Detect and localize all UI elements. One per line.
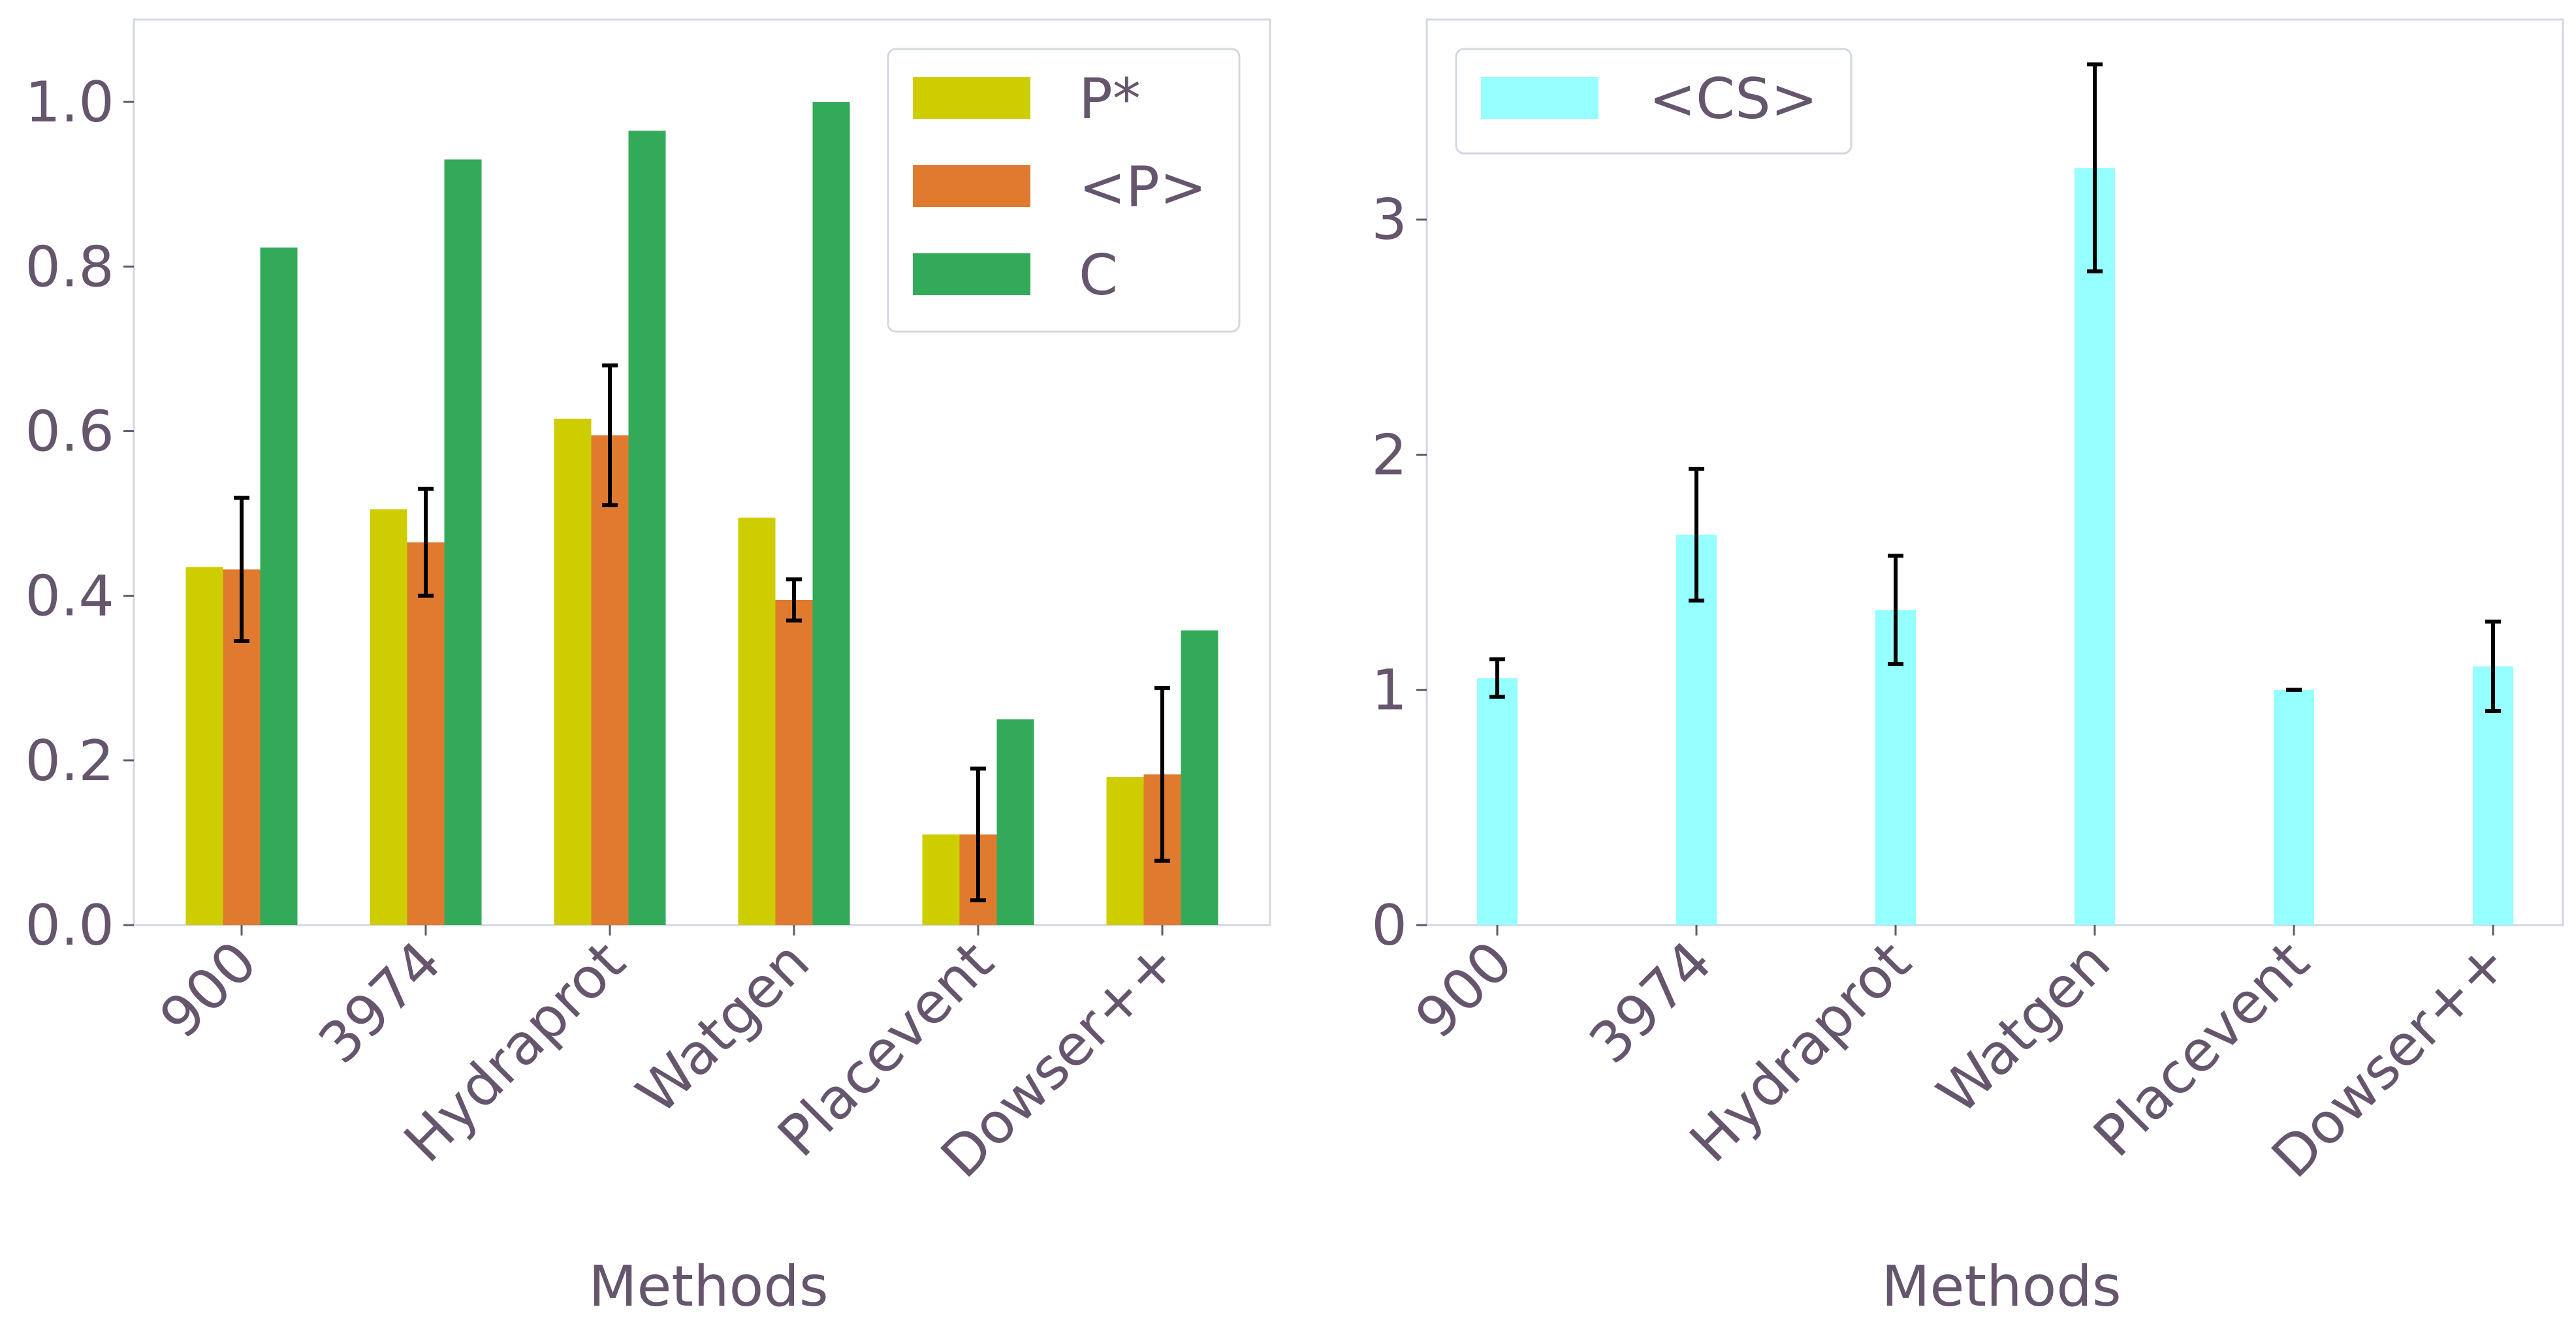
- left-legend-label-p: <P>: [1079, 155, 1207, 220]
- left-legend-label-p: P*: [1079, 67, 1141, 132]
- left-x-tick-label: 900: [148, 929, 270, 1051]
- left-legend: P* <P> C: [887, 48, 1241, 333]
- left-x-axis-label: Methods: [588, 1254, 828, 1319]
- right-y-tick-label: 3: [1371, 187, 1407, 253]
- right-bars: [1477, 167, 2513, 925]
- left-bar-c-dowser: [1181, 630, 1218, 925]
- left-error-bar-hydraprot: [602, 363, 618, 507]
- right-bar-cs-placevent: [2274, 689, 2314, 925]
- right-x-tick-label: Watgen: [1925, 929, 2123, 1127]
- left-bar-p-hydraprot: [591, 435, 629, 925]
- right-legend: <CS>: [1455, 48, 1852, 155]
- left-error-bars: [234, 363, 1170, 903]
- right-legend-swatch-cs: [1481, 77, 1598, 119]
- left-error-bar-watgen: [786, 577, 802, 623]
- left-y-tick-label: 0.8: [25, 234, 114, 300]
- left-bar-c-hydraprot: [628, 131, 666, 925]
- left-legend-swatch-p: [913, 165, 1030, 207]
- left-legend-swatch-p: [913, 77, 1030, 119]
- right-error-bar-watgen: [2087, 62, 2103, 274]
- left-bar-c-900: [260, 247, 298, 925]
- left-y-tick-label: 0.2: [25, 729, 114, 794]
- left-bar-c-3974: [444, 159, 482, 926]
- right-y-tick-label: 0: [1371, 893, 1407, 958]
- right-y-tick-label: 1: [1371, 658, 1407, 723]
- left-y-tick-label: 0.0: [25, 893, 114, 958]
- left-y-ticks: 0.0 0.2 0.4 0.6 0.8 1.0: [25, 70, 134, 958]
- left-error-bar-3974: [418, 486, 434, 598]
- left-y-tick-label: 0.6: [25, 399, 114, 464]
- left-bar-p-3974: [370, 509, 407, 925]
- left-x-tick-label: 3974: [306, 929, 453, 1076]
- right-error-bar-3974: [1689, 467, 1704, 603]
- left-error-bar-900: [234, 495, 249, 643]
- right-axes-frame: [1425, 18, 2564, 926]
- right-x-tick-label: 900: [1403, 929, 1525, 1051]
- left-y-tick-label: 1.0: [25, 70, 114, 135]
- left-bar-p-watgen: [775, 599, 813, 925]
- left-bars: [185, 102, 1218, 926]
- left-error-bar-placevent: [970, 766, 986, 903]
- left-bar-c-placevent: [996, 719, 1034, 925]
- left-bar-p-900: [185, 567, 223, 925]
- left-bar-p-3974: [407, 542, 445, 925]
- right-error-bar-900: [1489, 657, 1505, 699]
- left-error-bar-dowser: [1154, 685, 1170, 863]
- right-y-tick-label: 2: [1371, 422, 1407, 488]
- right-y-ticks: 0 1 2 3: [1371, 187, 1427, 958]
- left-axes-frame: [133, 18, 1271, 926]
- right-legend-box: [1455, 48, 1852, 155]
- left-y-tick-label: 0.4: [25, 564, 114, 629]
- right-legend-label-cs: <CS>: [1649, 67, 1818, 132]
- left-bar-c-watgen: [812, 102, 850, 925]
- left-bar-p-dowser: [1106, 777, 1144, 925]
- left-bar-p-hydraprot: [554, 418, 592, 925]
- left-legend-label-c: C: [1079, 243, 1118, 308]
- left-bar-p-placevent: [922, 834, 960, 925]
- left-legend-swatch-c: [913, 253, 1030, 295]
- left-chart: 0.00.20.40.60.81.0 900 3974HydraprotWatge…: [25, 18, 1271, 1319]
- right-x-tick-label: 3974: [1577, 929, 1724, 1076]
- right-x-axis-label: Methods: [1881, 1254, 2121, 1319]
- right-bar-cs-900: [1477, 678, 1518, 925]
- right-bar-cs-watgen: [2075, 167, 2115, 925]
- right-error-bar-dowser: [2485, 620, 2501, 714]
- left-bar-p-watgen: [738, 517, 776, 925]
- right-error-bar-hydraprot: [1888, 554, 1903, 667]
- right-error-bars: [1489, 62, 2501, 714]
